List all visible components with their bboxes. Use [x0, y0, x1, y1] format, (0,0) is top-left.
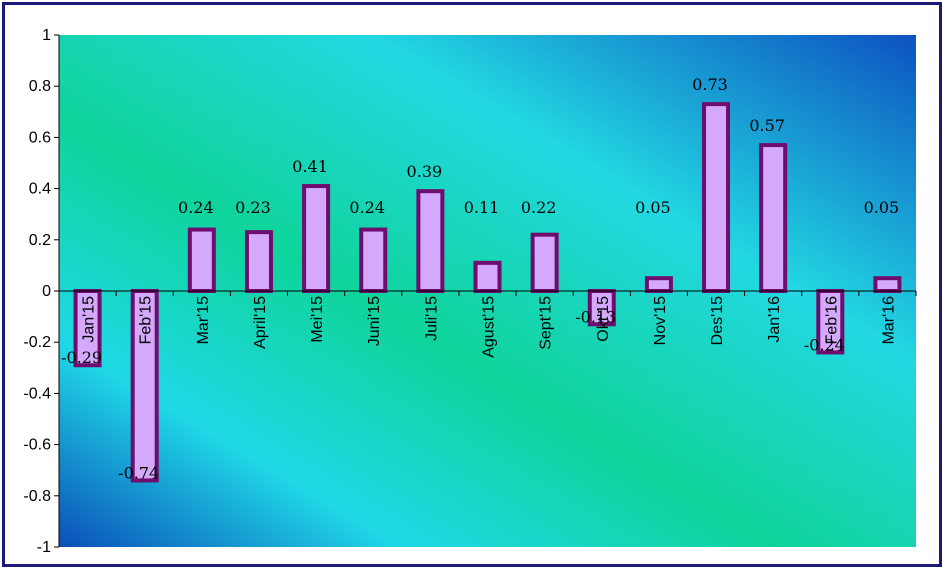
bar	[759, 143, 788, 293]
bar	[702, 102, 731, 294]
y-tick-label: -0.6	[23, 437, 51, 454]
y-axis: 1 0.8 0.6 0.4 0.2 0 -0.2 -0.4 -0.6 -0.8 -1	[23, 27, 60, 556]
y-tick-label: 0.2	[29, 232, 51, 249]
data-label: 0.23	[235, 198, 271, 217]
y-tick-label: 1	[42, 27, 51, 44]
data-label: 0.22	[521, 198, 557, 217]
y-tick-label: 0.6	[29, 129, 51, 146]
data-label: 0.11	[464, 198, 500, 217]
y-tick-label: -0.8	[23, 488, 51, 505]
y-tick-label: 0	[42, 283, 51, 300]
bar	[416, 189, 445, 293]
data-label: -0.29	[61, 348, 102, 367]
data-label: 0.39	[407, 162, 443, 181]
x-tick-label: Mar'16	[880, 296, 897, 345]
x-tick-label: Okt'15	[595, 296, 612, 342]
x-tick-label: April'15	[252, 296, 269, 349]
x-tick-labels: Jan'15 Feb'15 Mar'15 April'15 Mei'15 Juni'15 J…	[81, 296, 898, 358]
bar	[359, 227, 388, 293]
data-label: 0.41	[292, 157, 328, 176]
x-tick-label: Feb'15	[138, 296, 155, 345]
data-label: 0.05	[635, 198, 671, 217]
data-label: 0.05	[864, 198, 900, 217]
x-tick-label: Mei'15	[309, 296, 326, 343]
x-tick-label: Jan'16	[766, 296, 783, 343]
y-tick-label: -1	[37, 539, 51, 556]
data-labels: -0.29 -0.74 0.24 0.23 0.41 0.24 0.39 0.11 0.22 -0…	[61, 75, 899, 482]
x-tick-label: Nov'15	[652, 296, 669, 345]
bar	[530, 232, 559, 293]
x-tick-label: Mar'15	[195, 296, 212, 345]
data-label: -0.13	[575, 307, 616, 326]
x-tick-label: Agust'15	[481, 296, 498, 358]
x-tick-label: Juli'15	[423, 296, 440, 341]
bar	[187, 227, 216, 293]
bar	[873, 276, 902, 294]
y-tick-label: -0.4	[23, 385, 51, 402]
bar	[473, 260, 502, 293]
data-label: 0.24	[178, 198, 214, 217]
x-tick-label: Sept'15	[538, 296, 555, 350]
bar	[244, 230, 273, 293]
data-label: -0.24	[804, 335, 845, 354]
y-tick-label: 0.4	[29, 181, 51, 198]
x-tick-label: Juni'15	[366, 296, 383, 346]
x-tick-label: Feb'16	[823, 296, 840, 345]
x-tick-label: Des'15	[709, 296, 726, 345]
x-axis	[58, 290, 917, 296]
data-label: 0.57	[749, 116, 785, 135]
bar-chart: 1 0.8 0.6 0.4 0.2 0 -0.2 -0.4 -0.6 -0.8 -1 Jan'15 F…	[23, 27, 917, 556]
y-tick-label: 0.8	[29, 78, 51, 95]
bar	[644, 276, 673, 294]
data-label: 0.24	[349, 198, 385, 217]
y-tick-label: -0.2	[23, 334, 51, 351]
data-label: 0.73	[692, 75, 728, 94]
x-tick-label: Jan'15	[81, 296, 98, 343]
bar	[302, 184, 331, 293]
data-label: -0.74	[118, 463, 159, 482]
